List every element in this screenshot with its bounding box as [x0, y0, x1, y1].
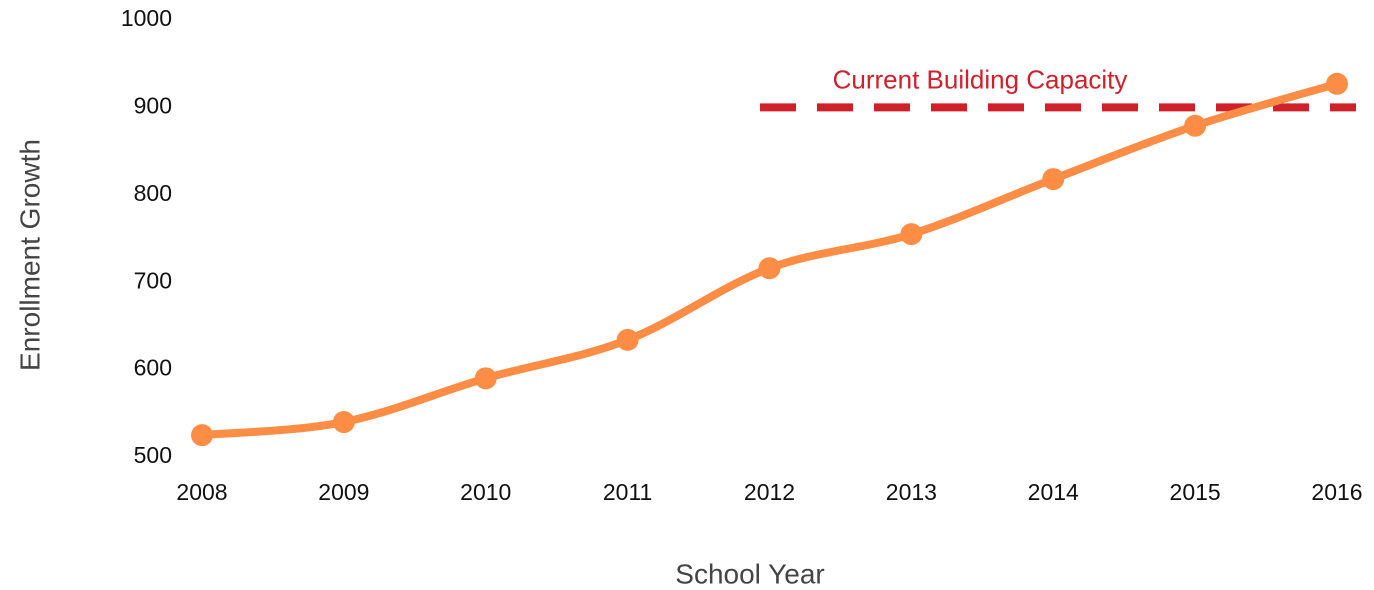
y-tick-label: 600 [134, 355, 172, 381]
x-tick-label: 2015 [1170, 479, 1221, 505]
data-point [616, 328, 639, 351]
data-point [191, 424, 213, 447]
data-point [900, 223, 923, 246]
x-tick-label: 2012 [744, 479, 795, 505]
y-tick-label: 900 [134, 92, 172, 118]
x-tick-label: 2008 [176, 479, 227, 505]
x-tick-label: 2010 [460, 479, 511, 505]
data-point [1326, 72, 1348, 95]
data-point [758, 257, 781, 280]
y-tick-label: 500 [134, 442, 172, 468]
data-point [1184, 114, 1207, 137]
y-tick-label: 1000 [121, 5, 172, 31]
x-tick-label: 2016 [1311, 479, 1362, 505]
y-tick-label: 800 [134, 180, 172, 206]
x-axis-label: School Year [675, 558, 824, 589]
y-axis-label: Enrollment Growth [14, 139, 45, 371]
y-tick-label: 700 [134, 267, 172, 293]
x-tick-label: 2013 [886, 479, 937, 505]
x-tick-label: 2014 [1028, 479, 1079, 505]
data-point [474, 367, 497, 390]
capacity-label: Current Building Capacity [833, 64, 1128, 94]
data-point [1042, 168, 1065, 191]
data-point [332, 411, 355, 434]
x-tick-label: 2009 [318, 479, 369, 505]
x-tick-label: 2011 [603, 479, 652, 505]
